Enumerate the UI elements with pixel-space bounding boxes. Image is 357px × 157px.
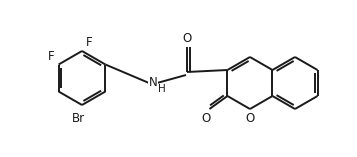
Text: O: O [202, 111, 211, 125]
Text: N: N [149, 76, 157, 89]
Text: Br: Br [71, 111, 85, 125]
Text: H: H [158, 84, 166, 94]
Text: F: F [86, 36, 92, 49]
Text: O: O [245, 111, 255, 125]
Text: F: F [48, 50, 55, 63]
Text: O: O [182, 32, 192, 44]
